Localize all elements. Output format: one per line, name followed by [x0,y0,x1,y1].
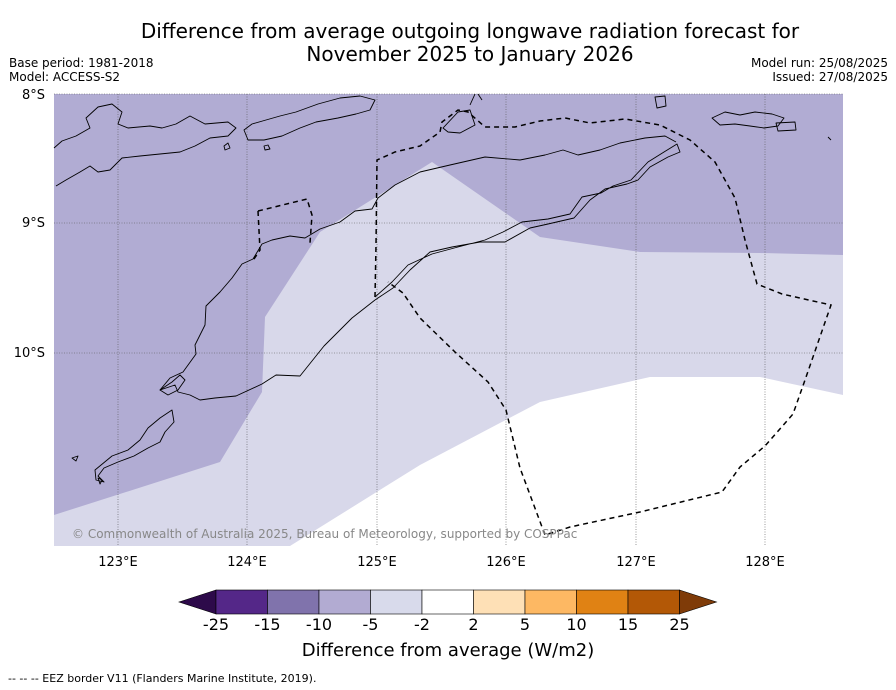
small-island-2 [263,144,271,151]
colorbar: -25 -15 -10 -5 -2 2 5 10 15 25 [178,589,718,634]
colorbar-tick-label: -5 [363,615,379,634]
colorbar-segment [576,589,629,615]
colorbar-tick-label: -2 [414,615,430,634]
adonara-coast [243,95,376,141]
base-period: Base period: 1981-2018 [9,56,154,70]
title-line-2: November 2025 to January 2026 [306,42,634,66]
colorbar-tick-label: -25 [203,615,229,634]
colorbar-label: Difference from average (W/m2) [301,640,595,661]
model-run: Model run: 25/08/2025 [750,56,888,70]
map-area [54,94,843,546]
colorbar-tick-label: 15 [618,615,638,634]
graticule [54,93,843,546]
colorbar-extend-low [178,589,217,615]
lon-label-124e: 124°E [227,555,267,570]
colorbar-tick-label: 10 [566,615,586,634]
lon-label-126e: 126°E [486,555,526,570]
title-line-1: Difference from average outgoing longwav… [140,19,800,43]
colorbar-extend-high [679,589,718,615]
colorbar-tick-label: -15 [254,615,280,634]
colorbar-segment [473,589,526,615]
lon-label-127e: 127°E [616,555,656,570]
band-medium-negative [54,94,843,515]
issued-date: Issued: 27/08/2025 [772,70,888,84]
rote-coast [159,374,186,396]
meta-left: Base period: 1981-2018 Model: ACCESS-S2 [9,56,154,84]
eez-border [251,109,832,536]
colorbar-tick-label: 2 [468,615,478,634]
colorbar-segment [370,589,423,615]
lon-label-125e: 125°E [357,555,397,570]
colorbar-tick-label: 5 [520,615,530,634]
copyright-text: © Commonwealth of Australia 2025, Bureau… [72,527,577,541]
colorbar-tick-label: -10 [306,615,332,634]
colorbar-segment [267,589,320,615]
north-islands-coast [442,109,476,134]
colorbar-segment [215,589,268,615]
flores-coast [53,103,237,187]
meta-right: Model run: 25/08/2025 Issued: 27/08/2025 [751,56,888,84]
colorbar-segment [421,589,474,615]
colorbar-segment [627,589,680,615]
wetar-coast [654,95,667,109]
colorbar-segment [318,589,371,615]
coastlines [53,93,832,485]
eez-legend: -- -- -- EEZ border V11 (Flanders Marine… [8,672,317,685]
chart-title: Difference from average outgoing longwav… [0,20,896,66]
lat-label-8s: 8°S [22,88,45,103]
lat-label-10s: 10°S [14,346,45,361]
colorbar-segment [524,589,577,615]
sawu-coast [94,409,175,483]
lat-label-9s: 9°S [22,216,45,231]
timor-coast [159,135,681,401]
model-name: Model: ACCESS-S2 [9,70,121,84]
lon-label-123e: 123°E [98,555,138,570]
lon-label-128e: 128°E [745,555,785,570]
colorbar-tick-label: 25 [669,615,689,634]
small-island-1 [223,142,231,151]
east-island-coast [711,111,785,129]
